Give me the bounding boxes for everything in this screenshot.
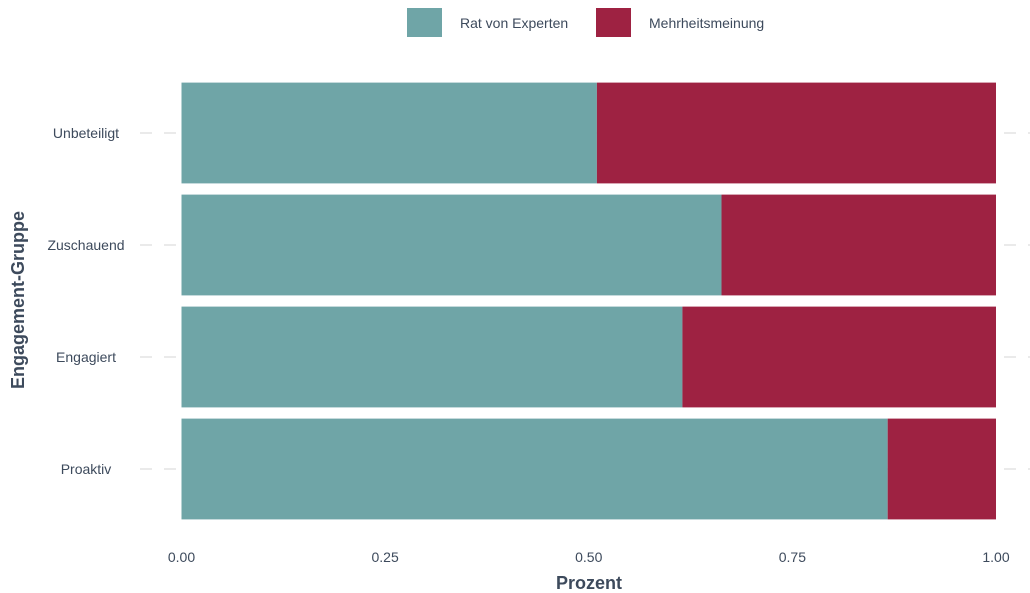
x-tick-label-3: 0.75 bbox=[779, 549, 806, 565]
y-tick-label-proaktiv: Proaktiv bbox=[61, 461, 112, 477]
bar-unbeteiligt-rat-von-experten bbox=[181, 82, 597, 184]
bar-zuschauend-mehrheitsmeinung bbox=[721, 194, 996, 296]
legend-label-rat-von-experten: Rat von Experten bbox=[460, 15, 568, 31]
y-tick-label-unbeteiligt: Unbeteiligt bbox=[53, 125, 119, 141]
x-tick-label-4: 1.00 bbox=[982, 549, 1009, 565]
y-tick-label-engagiert: Engagiert bbox=[56, 349, 116, 365]
bar-unbeteiligt-mehrheitsmeinung bbox=[596, 82, 996, 184]
bar-proaktiv-rat-von-experten bbox=[181, 418, 888, 520]
legend-swatch-rat-von-experten bbox=[407, 8, 442, 37]
y-axis-title: Engagement-Gruppe bbox=[8, 211, 28, 389]
x-tick-label-1: 0.25 bbox=[372, 549, 399, 565]
bar-proaktiv-mehrheitsmeinung bbox=[887, 418, 996, 520]
y-tick-label-zuschauend: Zuschauend bbox=[47, 237, 124, 253]
x-axis-title: Prozent bbox=[556, 573, 622, 593]
x-tick-label-2: 0.50 bbox=[575, 549, 602, 565]
legend: Rat von Experten Mehrheitsmeinung bbox=[407, 8, 764, 37]
bar-engagiert-mehrheitsmeinung bbox=[682, 306, 996, 408]
bars bbox=[181, 82, 996, 520]
bar-zuschauend-rat-von-experten bbox=[181, 194, 722, 296]
y-tick-labels: Unbeteiligt Zuschauend Engagiert Proaktiv bbox=[47, 125, 124, 477]
legend-swatch-mehrheitsmeinung bbox=[596, 8, 631, 37]
x-tick-labels: 0.00 0.25 0.50 0.75 1.00 bbox=[168, 549, 1010, 565]
x-tick-label-0: 0.00 bbox=[168, 549, 195, 565]
bar-engagiert-rat-von-experten bbox=[181, 306, 683, 408]
legend-label-mehrheitsmeinung: Mehrheitsmeinung bbox=[649, 15, 764, 31]
